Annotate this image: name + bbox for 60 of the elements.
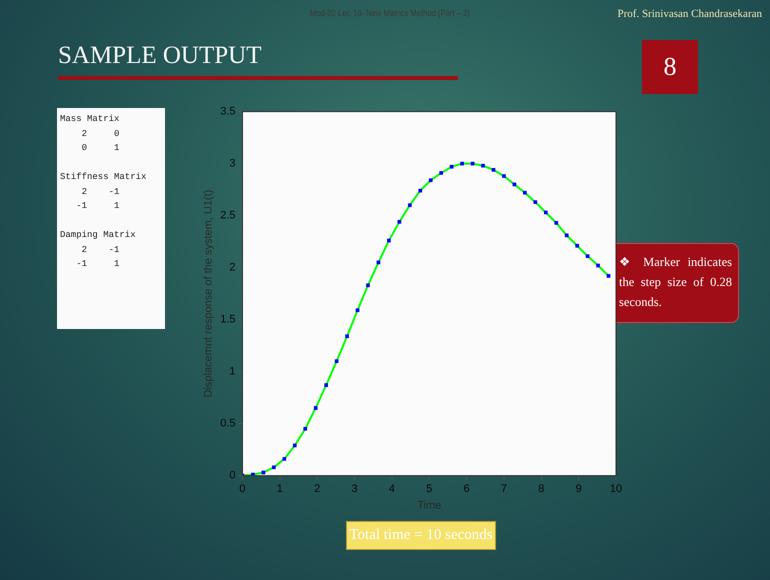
text: Prof. Srinivasan Chandrasekaran: [618, 8, 762, 20]
point: [439, 171, 444, 175]
point: [356, 308, 360, 312]
point: [262, 470, 266, 474]
x-tick-label: 9: [576, 483, 582, 496]
y-tick-label: 0: [229, 470, 236, 482]
point: [523, 190, 527, 195]
point: [481, 164, 485, 168]
point: [272, 465, 276, 470]
text: Mass Matrix 2 0 0 1 Stiffness Matrix 2 -1 -1 1 Damping Matrix 2 -1 -1 1: [60, 114, 146, 269]
point: [408, 203, 412, 208]
point: [387, 238, 391, 242]
x-tick-label: 6: [464, 483, 470, 496]
point: [586, 254, 590, 258]
point: [606, 274, 610, 278]
point: [544, 210, 548, 214]
x-tick-label: 1: [276, 483, 283, 496]
point: [564, 234, 569, 238]
y-tick-label: 3.5: [220, 106, 236, 118]
point: [470, 162, 474, 166]
x-tick-label: 7: [500, 483, 508, 496]
point: [282, 457, 286, 461]
point: [376, 260, 380, 264]
point: [575, 244, 579, 248]
x-tick-label: 0: [239, 483, 246, 496]
x-tick-label: 10: [610, 483, 622, 496]
point: [345, 334, 349, 338]
y-tick-label: 1.5: [220, 314, 236, 326]
chart-title: SAMPLE OUTPUT: [58, 42, 262, 70]
point: [292, 444, 297, 448]
y-tick-label: 3: [229, 158, 236, 170]
point: [428, 178, 433, 182]
point: [450, 164, 454, 169]
point: [303, 426, 308, 431]
x-tick-label: 3: [351, 483, 358, 496]
point: [460, 162, 464, 166]
point: [554, 221, 558, 225]
y-tick-label: 2.5: [220, 210, 236, 222]
point: [596, 264, 600, 268]
point: [366, 283, 370, 288]
point: [502, 174, 506, 178]
point: [492, 168, 496, 172]
point: [251, 472, 255, 476]
y-tick-label: 0.5: [220, 418, 236, 430]
point: [324, 383, 328, 387]
x-tick-label: 4: [388, 483, 395, 496]
y-tick-label: 2: [229, 262, 236, 274]
text: 8: [642, 40, 698, 94]
text: Total time = 10 seconds: [346, 521, 496, 550]
point: [533, 200, 538, 204]
point: [418, 188, 422, 192]
x-tick-label: 5: [426, 483, 432, 496]
y-tick-label: 1: [229, 366, 236, 378]
point: [398, 220, 402, 224]
text: ❖ Marker indicates the step size of 0.28 seconds.: [606, 243, 739, 323]
point: [314, 406, 318, 410]
point: [334, 359, 338, 364]
point: [512, 182, 516, 186]
x-tick-label: 2: [314, 483, 320, 496]
x-tick-label: 8: [538, 483, 544, 496]
